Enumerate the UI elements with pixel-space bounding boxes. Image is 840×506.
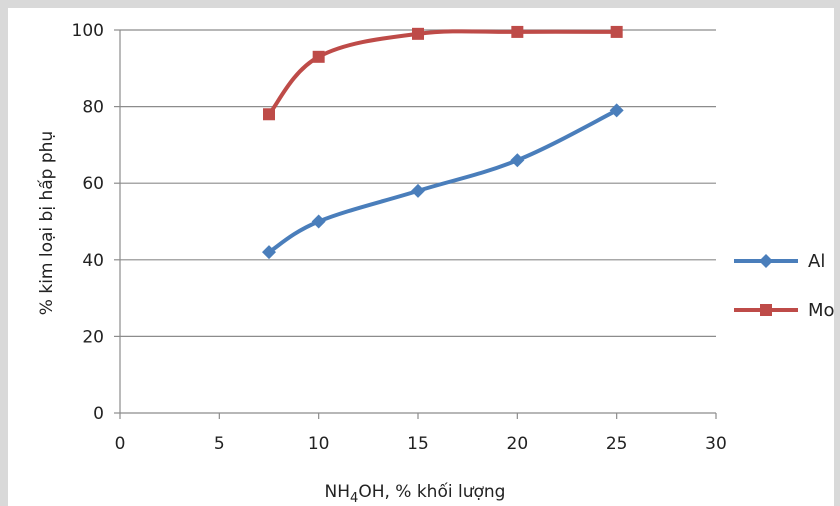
axes	[119, 30, 716, 414]
legend-marker-mo	[760, 304, 772, 316]
y-tick-label-20: 20	[82, 327, 104, 347]
data-point-al-0	[262, 245, 276, 260]
legend-label-mo: Mo	[808, 300, 835, 321]
y-tick-label-40: 40	[82, 251, 104, 271]
x-axis-title-rest: OH, % khối lượng	[358, 481, 505, 502]
x-axis-title-subscript: 4	[350, 491, 358, 506]
data-point-mo-0	[263, 108, 275, 121]
x-tick-label-15: 15	[407, 434, 429, 454]
x-tick-label-30: 30	[705, 434, 727, 454]
data-point-al-3	[510, 153, 525, 168]
data-point-mo-3	[511, 25, 524, 38]
data-point-mo-4	[610, 25, 623, 38]
legend-label-al: Al	[808, 251, 825, 272]
legend-item-al: Al	[734, 251, 825, 272]
series-line-mo	[267, 29, 619, 117]
x-tick-label-0: 0	[115, 434, 126, 454]
legend-item-mo: Mo	[734, 300, 835, 321]
x-tick-label-25: 25	[606, 434, 628, 454]
y-tick-label-0: 0	[93, 404, 104, 424]
data-point-mo-1	[312, 50, 325, 63]
y-tick-labels: 0 20 40 60 80 100	[72, 21, 120, 424]
legend: Al Mo	[734, 251, 835, 321]
data-point-al-4	[609, 103, 624, 118]
x-tick-label-20: 20	[507, 434, 529, 454]
y-tick-label-100: 100	[72, 21, 104, 41]
data-point-al-1	[311, 214, 326, 229]
x-axis-title: NH4OH, % khối lượng	[325, 481, 506, 506]
x-tick-label-5: 5	[214, 434, 225, 454]
y-tick-label-60: 60	[82, 174, 104, 194]
x-tick-labels: 0 5 10 15 20 25 30	[115, 413, 727, 454]
series-al	[262, 103, 624, 260]
y-axis-title: % kim loại bị hấp phụ	[36, 131, 57, 315]
series-line-al	[267, 108, 619, 255]
gridlines	[120, 29, 716, 337]
data-point-al-2	[411, 183, 425, 198]
x-tick-label-10: 10	[308, 434, 330, 454]
data-point-mo-2	[412, 27, 424, 40]
series-group	[262, 25, 624, 260]
series-mo	[263, 25, 623, 121]
y-tick-label-80: 80	[82, 98, 104, 118]
legend-marker-al	[759, 254, 773, 268]
x-axis-title-main: NH	[325, 482, 351, 502]
